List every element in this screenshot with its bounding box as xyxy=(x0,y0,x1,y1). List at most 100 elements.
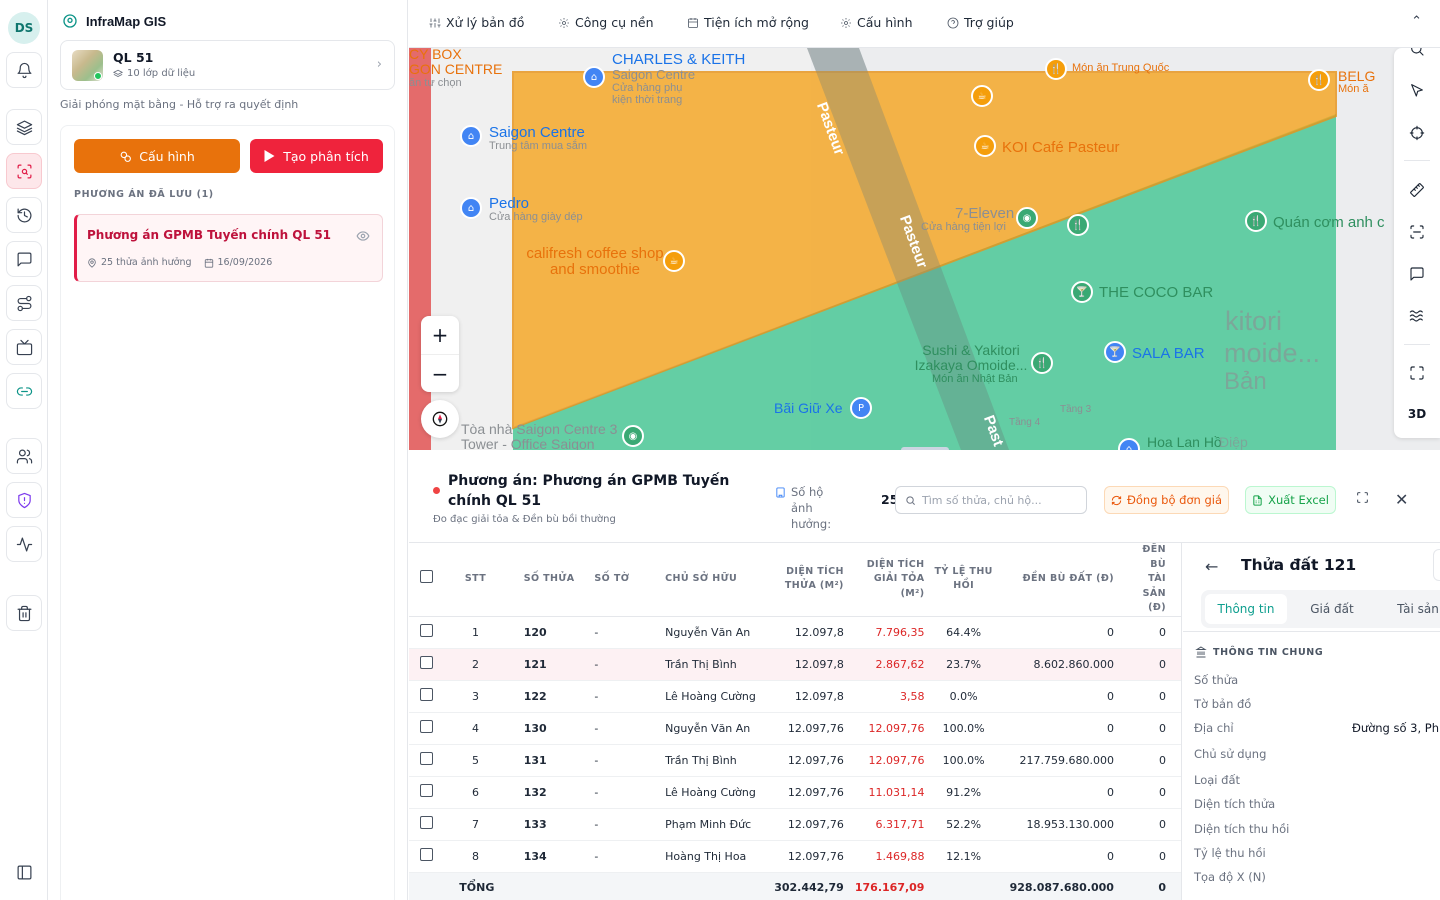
restaurant-pin-icon[interactable]: 🍴 xyxy=(1031,352,1053,374)
config-button[interactable]: Cấu hình xyxy=(74,139,240,173)
restaurant-pin-icon[interactable]: 🍴 xyxy=(1045,58,1067,80)
table-row[interactable]: 1 120- Nguyễn Văn An 12.097,8 7.796,35 64.4% 0… xyxy=(409,616,1181,649)
project-selector[interactable]: QL 51 10 lớp dữ liệu › xyxy=(60,40,395,90)
notifications-button[interactable] xyxy=(6,52,42,88)
link-button[interactable] xyxy=(6,373,42,409)
expand-panel-button[interactable] xyxy=(1356,491,1369,507)
col-so-to[interactable]: SỐ TỜ xyxy=(578,543,650,617)
comments-button[interactable] xyxy=(6,241,42,277)
trash-button[interactable] xyxy=(6,595,42,631)
table-row[interactable]: 4 130- Nguyễn Văn An 12.097,76 12.097,76 100.… xyxy=(409,712,1181,745)
parcel-search[interactable] xyxy=(895,486,1087,514)
table-row[interactable]: 8 134- Hoàng Thị Hoa 12.097,76 1.469,88 12.1%… xyxy=(409,840,1181,873)
col-ty-le[interactable]: TỶ LỆ THU HỒI xyxy=(932,543,995,617)
fullscreen-button[interactable] xyxy=(1406,362,1428,384)
households-label: Số hộ ảnh hưởng: xyxy=(775,484,845,532)
measure-button[interactable] xyxy=(1406,179,1428,201)
tab-info[interactable]: Thông tin xyxy=(1205,594,1287,624)
col-chu-so-huu[interactable]: CHỦ SỞ HỮU xyxy=(649,543,764,617)
restaurant-pin-icon[interactable]: 🍴 xyxy=(1067,214,1089,236)
compass-button[interactable] xyxy=(421,400,459,438)
zoom-out-button[interactable]: − xyxy=(421,354,459,392)
map-canvas[interactable]: CY BOX GON CENTRE ăn tự chọn CHARLES & K… xyxy=(409,48,1440,450)
toolbar-help[interactable]: Trợ giúp xyxy=(947,15,1014,30)
cell-so-thua: 131 xyxy=(507,744,579,777)
detail-action-button[interactable] xyxy=(1433,549,1440,581)
coffee-pin-icon[interactable]: ☕ xyxy=(971,85,993,107)
tab-land-price[interactable]: Giá đất xyxy=(1310,602,1354,616)
zoom-in-button[interactable]: + xyxy=(431,323,449,347)
toolbar-base-tools[interactable]: Công cụ nền xyxy=(558,15,654,30)
analysis-button[interactable] xyxy=(6,153,42,189)
col-den-bu-tai-san[interactable]: ĐỀN BÙ TÀI SẢN (Đ) xyxy=(1129,543,1181,617)
route-button[interactable] xyxy=(6,285,42,321)
activity-button[interactable] xyxy=(6,526,42,562)
tab-assets[interactable]: Tài sản xyxy=(1397,602,1439,616)
col-so-thua[interactable]: SỐ THỬA xyxy=(507,543,579,617)
history-button[interactable] xyxy=(6,197,42,233)
shopping-pin-icon[interactable]: ⌂ xyxy=(460,125,482,147)
layers-button[interactable] xyxy=(6,109,42,145)
col-dien-tich-thua[interactable]: DIỆN TÍCH THỬA (M²) xyxy=(763,543,852,617)
close-icon[interactable]: ✕ xyxy=(1395,490,1409,509)
table-row[interactable]: 3 122- Lê Hoàng Cường 12.097,8 3,58 0.0% 0 0 xyxy=(409,680,1181,713)
col-den-bu-dat[interactable]: ĐỀN BÙ ĐẤT (Đ) xyxy=(994,543,1130,617)
export-excel-button[interactable]: Xuất Excel xyxy=(1245,486,1336,514)
bar-pin-icon[interactable]: 🍸 xyxy=(1104,341,1126,363)
row-checkbox[interactable] xyxy=(419,656,433,669)
locate-button[interactable] xyxy=(1406,122,1428,144)
row-checkbox[interactable] xyxy=(419,816,433,829)
row-checkbox[interactable] xyxy=(419,688,433,701)
cell-clear-area: 12.097,76 xyxy=(851,744,933,777)
map-label: Món ăn Trung Quốc xyxy=(1072,62,1170,74)
coffee-pin-icon[interactable]: ☕ xyxy=(663,250,685,272)
resize-handle[interactable] xyxy=(901,447,949,450)
total-area: 302.442,79 xyxy=(763,872,852,900)
create-analysis-button[interactable]: Tạo phân tích xyxy=(250,139,383,173)
col-dien-tich-giai-toa[interactable]: DIỆN TÍCH GIẢI TỎA (M²) xyxy=(851,543,933,617)
restaurant-pin-icon[interactable]: 🍴 xyxy=(1245,210,1267,232)
toolbar-extensions[interactable]: Tiện ích mở rộng xyxy=(687,15,809,30)
sync-price-button[interactable]: Đồng bộ đơn giá xyxy=(1104,486,1229,514)
row-checkbox[interactable] xyxy=(419,720,433,733)
parcel-search-input[interactable] xyxy=(922,493,1082,507)
row-checkbox[interactable] xyxy=(419,624,433,637)
search-map-button[interactable] xyxy=(1406,48,1428,60)
table-row[interactable]: 2 121- Trần Thị Bình 12.097,8 2.867,62 23.7% 8… xyxy=(409,648,1181,681)
user-avatar[interactable]: DS xyxy=(8,12,40,44)
row-checkbox[interactable] xyxy=(419,848,433,861)
toolbar-config[interactable]: Cấu hình xyxy=(840,15,913,30)
bar-pin-icon[interactable]: 🍸 xyxy=(1071,281,1093,303)
back-arrow-icon[interactable]: ← xyxy=(1205,557,1219,576)
parcel-detail-title: Thửa đất 121 xyxy=(1241,556,1357,574)
toolbar-map-processing[interactable]: Xử lý bản đồ xyxy=(429,15,524,30)
row-checkbox[interactable] xyxy=(419,784,433,797)
shopping-pin-icon[interactable]: ⌂ xyxy=(583,66,605,88)
building-pin-icon[interactable]: ◉ xyxy=(622,425,644,447)
eye-icon[interactable] xyxy=(356,229,370,246)
col-stt[interactable]: STT xyxy=(443,543,508,617)
annotate-button[interactable] xyxy=(1406,263,1428,285)
scan-area-button[interactable] xyxy=(1406,221,1428,243)
media-button[interactable] xyxy=(6,329,42,365)
chevron-up-icon[interactable]: ⌃ xyxy=(1411,14,1422,29)
3d-toggle-button[interactable]: 3D xyxy=(1407,407,1427,421)
collapse-sidebar-button[interactable] xyxy=(7,855,41,889)
map-label: GON CENTRE xyxy=(409,61,503,77)
table-row[interactable]: 7 133- Phạm Minh Đức 12.097,76 6.317,71 52.2%… xyxy=(409,808,1181,841)
saved-plan-item[interactable]: Phương án GPMB Tuyến chính QL 51 25 thửa… xyxy=(74,214,383,282)
table-row[interactable]: 6 132- Lê Hoàng Cường 12.097,76 11.031,14 91.… xyxy=(409,776,1181,809)
select-all-checkbox[interactable] xyxy=(419,570,433,583)
parking-pin-icon[interactable]: P xyxy=(850,397,872,419)
select-tool-button[interactable] xyxy=(1406,79,1428,101)
shop-pin-icon[interactable]: ⌂ xyxy=(1118,438,1140,450)
waves-button[interactable] xyxy=(1406,305,1428,327)
restaurant-pin-icon[interactable]: 🍴 xyxy=(1308,69,1330,91)
users-button[interactable] xyxy=(6,438,42,474)
coffee-pin-icon[interactable]: ☕ xyxy=(974,135,996,157)
security-button[interactable] xyxy=(6,482,42,518)
shopping-pin-icon[interactable]: ⌂ xyxy=(460,197,482,219)
store-pin-icon[interactable]: ◉ xyxy=(1016,207,1038,229)
row-checkbox[interactable] xyxy=(419,752,433,765)
table-row[interactable]: 5 131- Trần Thị Bình 12.097,76 12.097,76 100.… xyxy=(409,744,1181,777)
